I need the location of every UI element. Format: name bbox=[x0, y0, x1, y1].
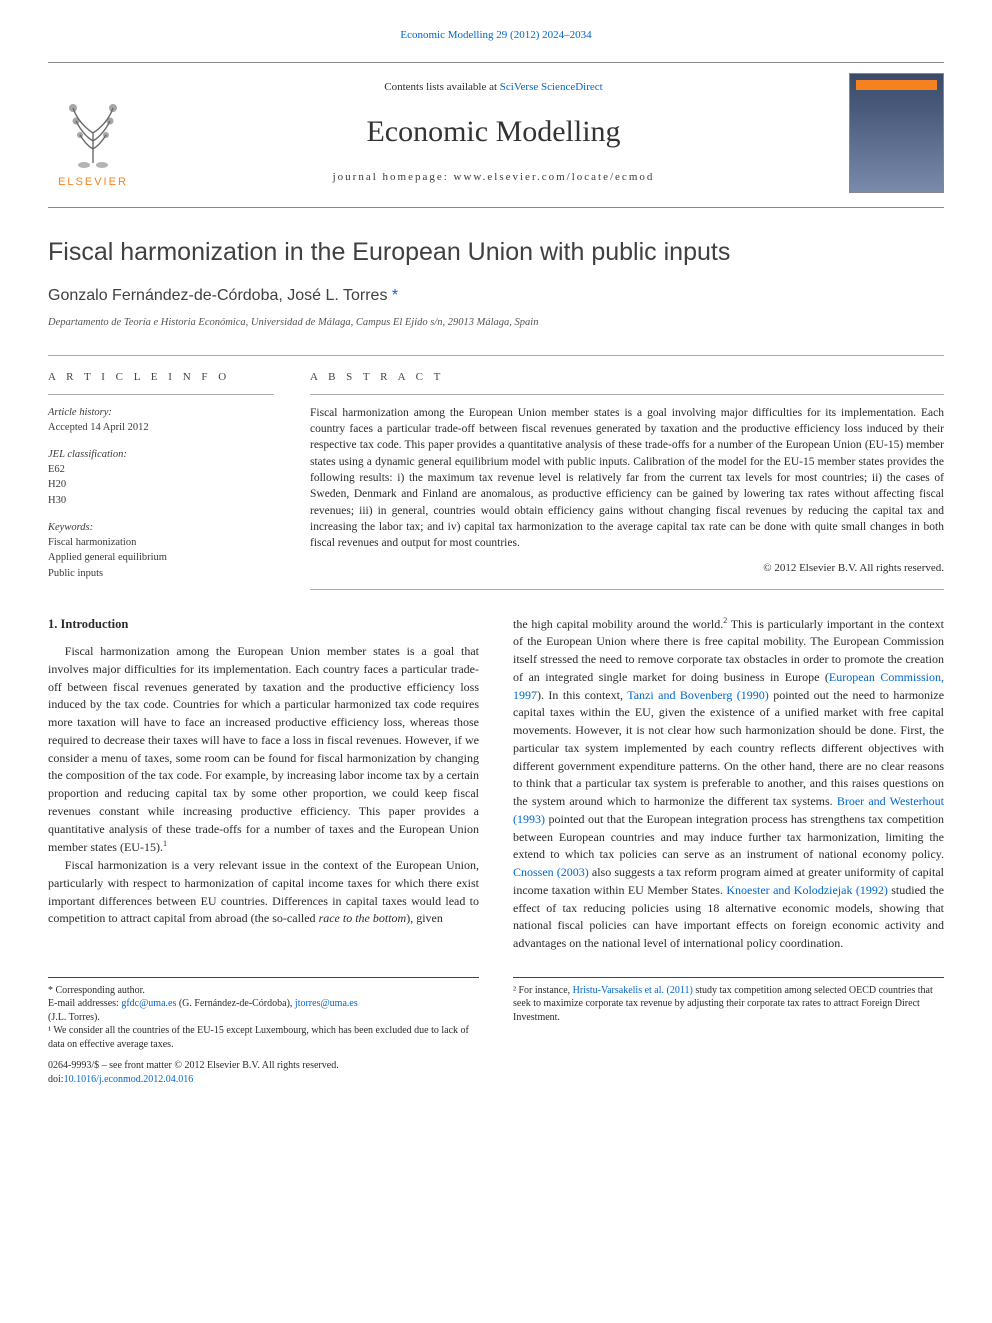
body-column-left: 1. Introduction Fiscal harmonization amo… bbox=[48, 615, 479, 953]
footnote-2: ² For instance, Hristu-Varsakelis et al.… bbox=[513, 984, 944, 1025]
contents-prefix: Contents lists available at bbox=[384, 81, 499, 93]
race-to-bottom-italic: race to the bottom bbox=[319, 911, 407, 925]
jel-code: H20 bbox=[48, 477, 274, 492]
article-history-block: Article history: Accepted 14 April 2012 bbox=[48, 405, 274, 435]
email-who-2: (J.L. Torres). bbox=[48, 1011, 479, 1025]
section-heading-intro: 1. Introduction bbox=[48, 615, 479, 634]
keyword: Fiscal harmonization bbox=[48, 535, 274, 550]
citation-hristu2011[interactable]: Hristu-Varsakelis et al. (2011) bbox=[573, 985, 693, 996]
intro-paragraph-1: Fiscal harmonization among the European … bbox=[48, 643, 479, 857]
abstract-column: A B S T R A C T Fiscal harmonization amo… bbox=[310, 370, 944, 593]
history-value: Accepted 14 April 2012 bbox=[48, 420, 274, 435]
publisher-logo-block: ELSEVIER bbox=[48, 75, 138, 190]
jel-block: JEL classification: E62 H20 H30 bbox=[48, 447, 274, 508]
footnotes-left: * Corresponding author. E-mail addresses… bbox=[48, 977, 479, 1052]
abstract-copyright: © 2012 Elsevier B.V. All rights reserved… bbox=[310, 561, 944, 590]
homepage-url[interactable]: www.elsevier.com/locate/ecmod bbox=[454, 171, 655, 183]
authors-line: Gonzalo Fernández-de-Córdoba, José L. To… bbox=[48, 284, 944, 307]
authors-names: Gonzalo Fernández-de-Córdoba, José L. To… bbox=[48, 287, 387, 304]
citation-knoester1992[interactable]: Knoester and Kolodziejak (1992) bbox=[726, 883, 888, 897]
keywords-label: Keywords: bbox=[48, 520, 274, 535]
fn2-a: ² For instance, bbox=[513, 985, 573, 996]
email-who-1: (G. Fernández-de-Córdoba), bbox=[176, 998, 295, 1009]
body-column-right: the high capital mobility around the wor… bbox=[513, 615, 944, 953]
email-link-2[interactable]: jtorres@uma.es bbox=[295, 998, 358, 1009]
intro-p2-tail: ), given bbox=[406, 911, 443, 925]
cover-image bbox=[849, 73, 944, 193]
keyword: Applied general equilibrium bbox=[48, 550, 274, 565]
homepage-prefix: journal homepage: bbox=[333, 171, 454, 183]
keyword: Public inputs bbox=[48, 566, 274, 581]
footnote-1: ¹ We consider all the countries of the E… bbox=[48, 1024, 479, 1051]
journal-header: ELSEVIER Contents lists available at Sci… bbox=[48, 62, 944, 208]
contents-lists-line: Contents lists available at SciVerse Sci… bbox=[148, 80, 839, 96]
journal-reference: Economic Modelling 29 (2012) 2024–2034 bbox=[48, 28, 944, 44]
publisher-name: ELSEVIER bbox=[58, 175, 128, 191]
citation-cnossen2003[interactable]: Cnossen (2003) bbox=[513, 865, 589, 879]
article-info-column: A R T I C L E I N F O Article history: A… bbox=[48, 370, 274, 593]
sciencedirect-link[interactable]: SciVerse ScienceDirect bbox=[500, 81, 603, 93]
footnotes-row: * Corresponding author. E-mail addresses… bbox=[48, 957, 944, 1087]
journal-cover-thumbnail bbox=[849, 73, 944, 193]
footnotes-right: ² For instance, Hristu-Varsakelis et al.… bbox=[513, 977, 944, 1025]
doi-link[interactable]: 10.1016/j.econmod.2012.04.016 bbox=[64, 1074, 194, 1085]
intro-p1-text: Fiscal harmonization among the European … bbox=[48, 644, 479, 854]
emails-label: E-mail addresses: bbox=[48, 998, 121, 1009]
jel-label: JEL classification: bbox=[48, 447, 274, 462]
abstract-heading: A B S T R A C T bbox=[310, 370, 944, 395]
intro-paragraph-2: Fiscal harmonization is a very relevant … bbox=[48, 857, 479, 928]
col2-c: ). In this context, bbox=[537, 688, 627, 702]
journal-name: Economic Modelling bbox=[148, 110, 839, 154]
corresponding-author-mark[interactable]: * bbox=[387, 287, 398, 304]
journal-homepage-line: journal homepage: www.elsevier.com/locat… bbox=[148, 170, 839, 186]
keywords-block: Keywords: Fiscal harmonization Applied g… bbox=[48, 520, 274, 581]
header-center: Contents lists available at SciVerse Sci… bbox=[138, 80, 849, 185]
col2-e: pointed out that the European integratio… bbox=[513, 812, 944, 862]
email-link-1[interactable]: gfdc@uma.es bbox=[121, 998, 176, 1009]
meta-abstract-row: A R T I C L E I N F O Article history: A… bbox=[48, 355, 944, 593]
doi-prefix: doi: bbox=[48, 1074, 64, 1085]
email-addresses-line: E-mail addresses: gfdc@uma.es (G. Fernán… bbox=[48, 997, 479, 1011]
article-info-heading: A R T I C L E I N F O bbox=[48, 370, 274, 395]
article-title: Fiscal harmonization in the European Uni… bbox=[48, 234, 944, 270]
citation-tanzi1990[interactable]: Tanzi and Bovenberg (1990) bbox=[627, 688, 769, 702]
intro-paragraph-2-cont: the high capital mobility around the wor… bbox=[513, 615, 944, 953]
doi-line: doi:10.1016/j.econmod.2012.04.016 bbox=[48, 1073, 479, 1087]
footnote-ref-1[interactable]: 1 bbox=[163, 839, 167, 848]
jel-code: E62 bbox=[48, 462, 274, 477]
history-label: Article history: bbox=[48, 405, 274, 420]
col2-d: pointed out the need to harmonize capita… bbox=[513, 688, 944, 809]
front-matter-line: 0264-9993/$ – see front matter © 2012 El… bbox=[48, 1059, 479, 1073]
publication-info: 0264-9993/$ – see front matter © 2012 El… bbox=[48, 1059, 479, 1086]
body-two-column: 1. Introduction Fiscal harmonization amo… bbox=[48, 615, 944, 953]
col2-a: the high capital mobility around the wor… bbox=[513, 617, 723, 631]
elsevier-tree-icon bbox=[58, 93, 128, 171]
jel-code: H30 bbox=[48, 493, 274, 508]
corresponding-author-note: * Corresponding author. bbox=[48, 984, 479, 998]
affiliation: Departamento de Teoría e Historia Económ… bbox=[48, 315, 944, 330]
abstract-text: Fiscal harmonization among the European … bbox=[310, 405, 944, 552]
